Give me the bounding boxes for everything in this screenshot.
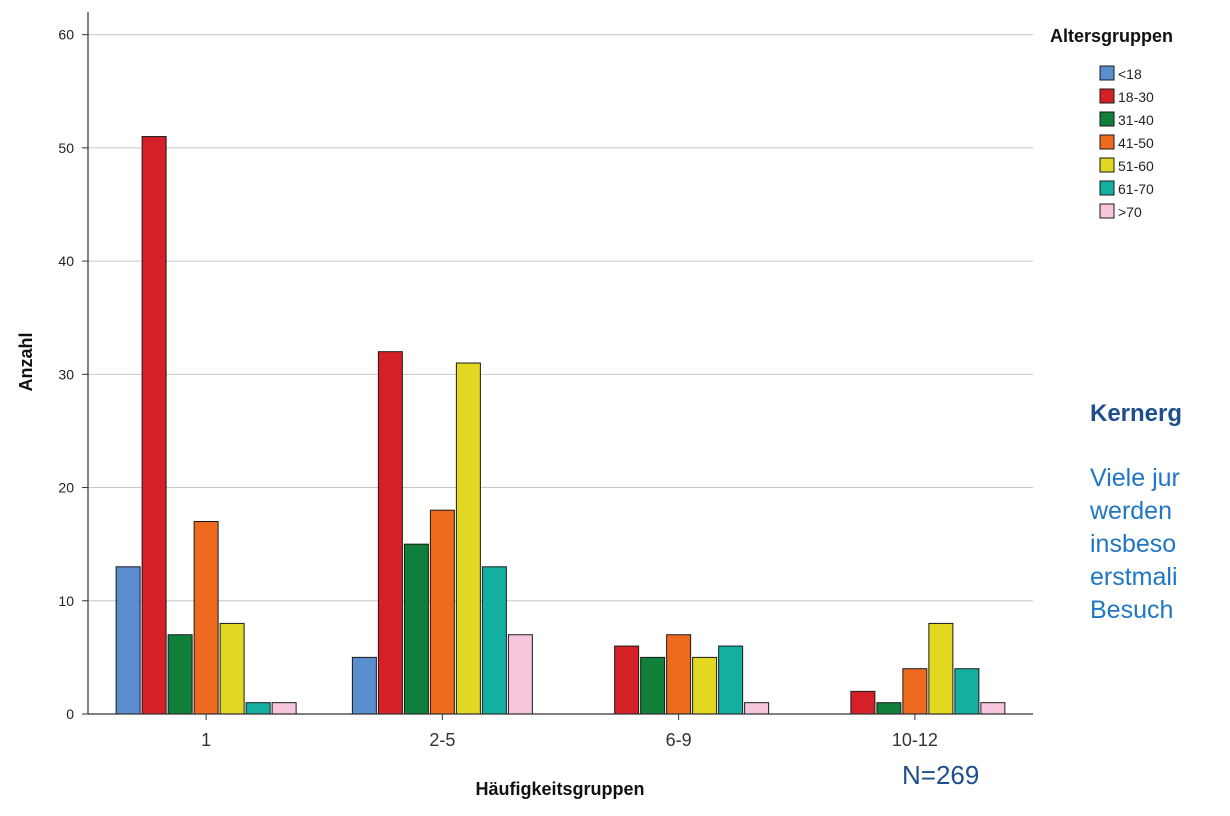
bar bbox=[141, 136, 167, 715]
key-findings-line: werden bbox=[1090, 497, 1172, 525]
bar bbox=[640, 656, 666, 715]
bar bbox=[167, 634, 193, 715]
y-tick-label: 10 bbox=[58, 593, 74, 609]
legend-label: 31-40 bbox=[1118, 112, 1154, 128]
bar bbox=[980, 702, 1006, 715]
bar bbox=[666, 634, 692, 715]
bar bbox=[954, 668, 980, 715]
legend-swatch bbox=[1099, 65, 1115, 81]
legend-swatch bbox=[1099, 180, 1115, 196]
y-tick-label: 60 bbox=[58, 27, 74, 43]
bar bbox=[271, 702, 297, 715]
legend-label: 18-30 bbox=[1118, 89, 1154, 105]
bar bbox=[718, 645, 744, 715]
legend: <18 18-30 31-40 41-50 51-60 61-70 >70 bbox=[1099, 65, 1154, 220]
legend-label: 41-50 bbox=[1118, 135, 1154, 151]
key-findings-line: insbeso bbox=[1090, 530, 1177, 558]
legend-swatch bbox=[1099, 88, 1115, 104]
bar bbox=[455, 362, 481, 715]
bar bbox=[902, 668, 928, 715]
legend-label: 61-70 bbox=[1118, 181, 1154, 197]
key-findings-text: Viele jur werden insbeso erstmali Besuch bbox=[1090, 462, 1230, 627]
x-tick-label: 1 bbox=[201, 730, 211, 750]
x-tick-label: 6-9 bbox=[666, 730, 692, 750]
y-tick-label: 30 bbox=[58, 366, 74, 382]
bar bbox=[692, 656, 718, 715]
x-tick-label: 10-12 bbox=[892, 730, 938, 750]
bar bbox=[351, 656, 377, 715]
bar bbox=[193, 521, 219, 715]
key-findings-line: Viele jur bbox=[1090, 464, 1180, 492]
x-axis-title: Häufigkeitsgruppen bbox=[475, 779, 644, 799]
legend-swatch bbox=[1099, 134, 1115, 150]
key-findings-heading: Kernerg bbox=[1090, 400, 1183, 427]
y-axis-title: Anzahl bbox=[16, 332, 36, 391]
x-tick-label: 2-5 bbox=[429, 730, 455, 750]
bar bbox=[245, 702, 271, 715]
legend-swatch bbox=[1099, 203, 1115, 219]
legend-label: <18 bbox=[1118, 66, 1142, 82]
bar bbox=[403, 543, 429, 715]
y-tick-label: 40 bbox=[58, 253, 74, 269]
bar bbox=[429, 509, 455, 715]
y-tick-label: 50 bbox=[58, 140, 74, 156]
legend-label: 51-60 bbox=[1118, 158, 1154, 174]
key-findings-line: Besuch bbox=[1090, 596, 1174, 624]
y-tick-labels: 0 10 20 30 40 50 60 bbox=[58, 27, 88, 722]
bar bbox=[507, 634, 533, 715]
legend-swatch bbox=[1099, 111, 1115, 127]
bar bbox=[744, 702, 770, 715]
legend-label: >70 bbox=[1118, 204, 1142, 220]
bar bbox=[219, 622, 245, 715]
bar bbox=[377, 351, 403, 715]
legend-swatch bbox=[1099, 157, 1115, 173]
key-findings-line: erstmali bbox=[1090, 563, 1178, 591]
y-tick-label: 0 bbox=[66, 706, 74, 722]
legend-title: Altersgruppen bbox=[1050, 26, 1173, 46]
bar bbox=[850, 690, 876, 715]
bar bbox=[928, 622, 954, 715]
y-tick-label: 20 bbox=[58, 480, 74, 496]
bar bbox=[614, 645, 640, 715]
sample-size-annotation: N=269 bbox=[902, 760, 979, 790]
x-tick-labels: 1 2-5 6-9 10-12 bbox=[201, 714, 938, 750]
bar bbox=[115, 566, 141, 715]
key-findings-panel: Kernerg Viele jur werden insbeso erstmal… bbox=[1090, 400, 1230, 627]
grid-lines bbox=[88, 34, 1033, 602]
bar bbox=[876, 702, 902, 715]
bars bbox=[115, 136, 1006, 715]
axes bbox=[87, 12, 1033, 715]
bar bbox=[481, 566, 507, 715]
